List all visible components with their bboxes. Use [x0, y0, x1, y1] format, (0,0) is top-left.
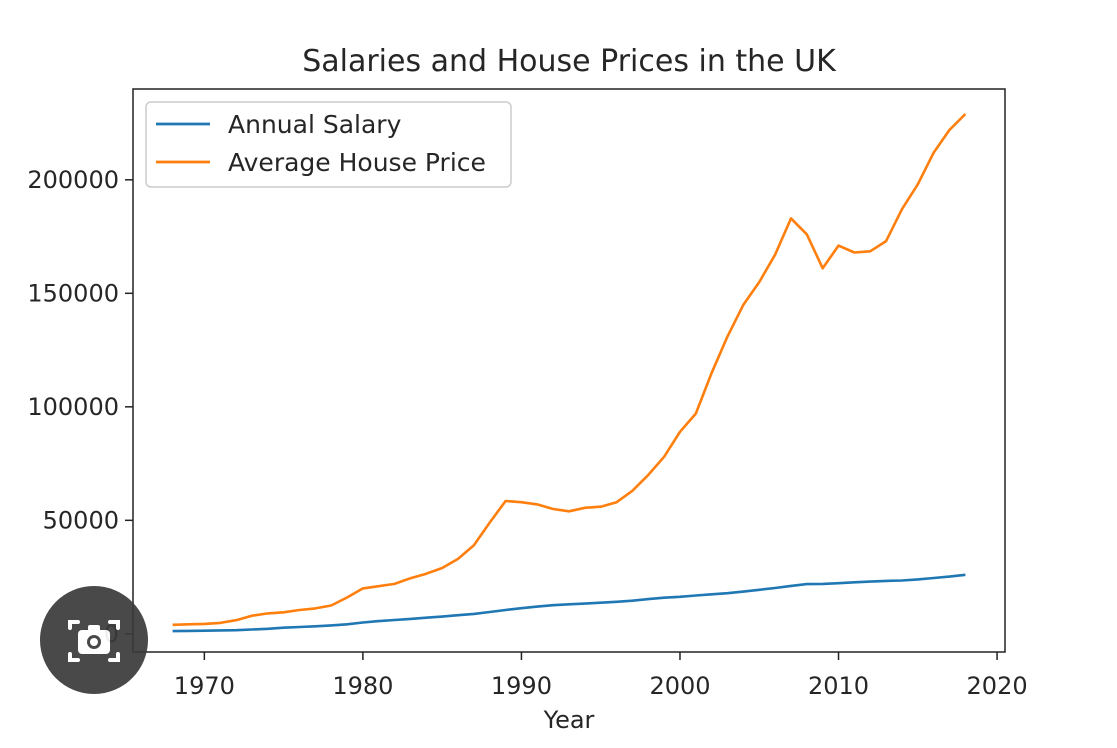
- y-tick-label: 50000: [43, 506, 119, 534]
- x-axis-label: Year: [543, 706, 595, 734]
- legend-label: Annual Salary: [228, 110, 402, 139]
- x-tick-label: 2010: [808, 672, 869, 700]
- legend-box: [145, 101, 512, 188]
- y-tick-label: 200000: [27, 166, 119, 194]
- x-tick-label: 2000: [649, 672, 710, 700]
- y-tick-label: 150000: [27, 279, 119, 307]
- y-tick-label: 100000: [27, 393, 119, 421]
- series-line-average-house-price: [172, 113, 967, 627]
- x-tick-label: 1980: [332, 672, 393, 700]
- chart-title: Salaries and House Prices in the UK: [302, 44, 837, 79]
- x-tick-label: 1970: [174, 672, 235, 700]
- plot-frame: [132, 88, 1006, 653]
- legend-label: Average House Price: [228, 148, 486, 177]
- camera-glyph: [68, 620, 120, 662]
- x-tick-label: 2020: [967, 672, 1028, 700]
- series-line-annual-salary: [172, 573, 966, 633]
- x-tick-label: 1990: [491, 672, 552, 700]
- camera-search-icon[interactable]: [40, 586, 148, 694]
